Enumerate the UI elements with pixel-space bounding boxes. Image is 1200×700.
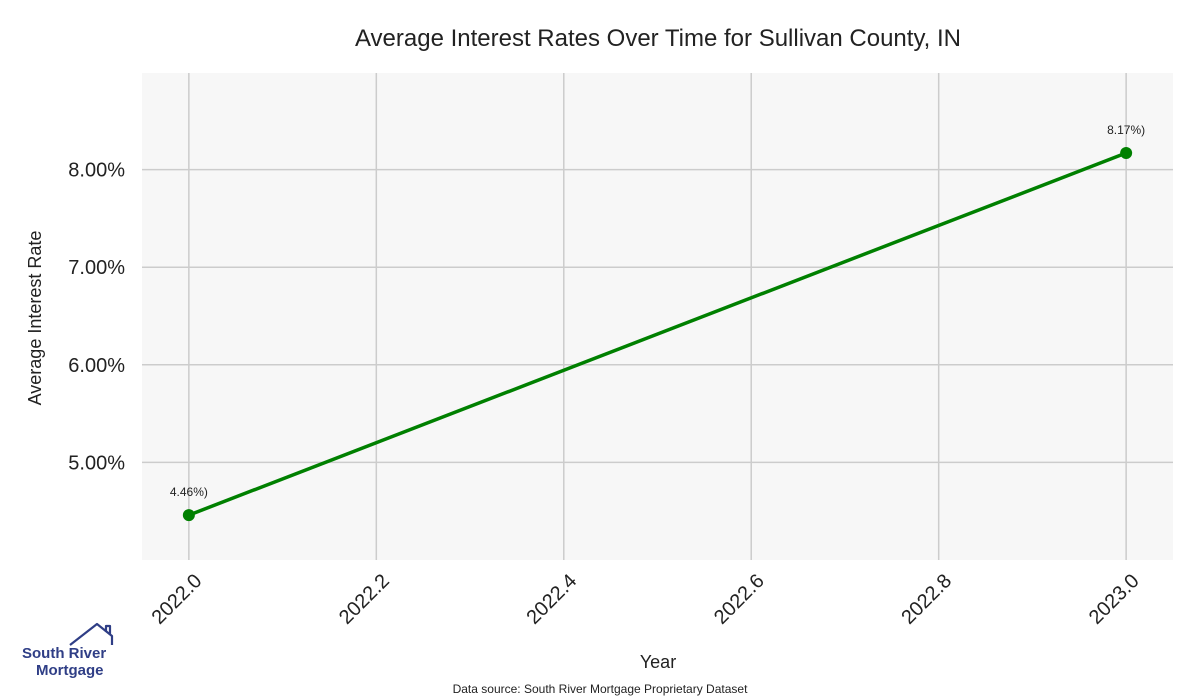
x-axis-ticks: 2022.0 2022.2 2022.4 2022.6 2022.8 2023.0 (148, 570, 1144, 629)
data-point (1120, 147, 1133, 160)
series-line (188, 151, 1127, 517)
grid-lines (142, 73, 1173, 560)
logo: South River Mortgage (22, 622, 114, 679)
data-point (182, 509, 195, 522)
data-label: 4.46%) (170, 485, 208, 499)
x-tick-label: 2022.2 (335, 570, 394, 629)
data-source-note: Data source: South River Mortgage Propri… (453, 682, 748, 696)
y-tick-label: 7.00% (68, 257, 125, 279)
series-group: 4.46%) 8.17%) (170, 123, 1145, 522)
logo-line-1: South River (22, 645, 106, 662)
data-label: 8.17%) (1107, 123, 1145, 137)
y-axis-ticks: 5.00% 6.00% 7.00% 8.00% (68, 160, 125, 475)
x-tick-label: 2022.4 (522, 570, 581, 629)
house-roof-icon (69, 622, 114, 646)
y-tick-label: 5.00% (68, 452, 125, 474)
y-tick-label: 6.00% (68, 355, 125, 377)
chart-title: Average Interest Rates Over Time for Sul… (355, 25, 961, 52)
x-axis-label: Year (640, 652, 676, 672)
y-axis-label: Average Interest Rate (25, 231, 45, 406)
x-tick-label: 2022.8 (897, 570, 956, 629)
x-tick-label: 2022.0 (148, 570, 207, 629)
y-tick-label: 8.00% (68, 160, 125, 182)
x-tick-label: 2022.6 (710, 570, 769, 629)
plot-area (142, 73, 1173, 560)
logo-line-2: Mortgage (36, 662, 104, 679)
x-tick-label: 2023.0 (1085, 570, 1144, 629)
